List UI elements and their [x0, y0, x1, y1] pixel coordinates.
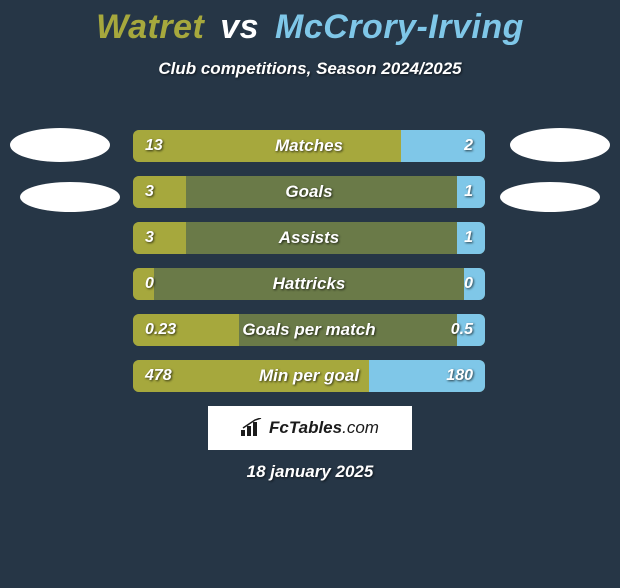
stat-row: 13 2 Matches: [133, 130, 485, 162]
subtitle: Club competitions, Season 2024/2025: [0, 59, 620, 79]
stat-fill-left: [133, 176, 186, 208]
stat-value-left: 478: [145, 367, 172, 385]
stat-label: Matches: [275, 136, 343, 156]
stat-value-right: 0: [464, 275, 473, 293]
stat-fill-left: [133, 222, 186, 254]
stat-row: 0 0 Hattricks: [133, 268, 485, 300]
player1-badge-bottom: [20, 182, 120, 212]
player2-name: McCrory-Irving: [275, 8, 524, 46]
bar-chart-icon: [241, 418, 263, 438]
stat-value-right: 1: [464, 183, 473, 201]
stat-label: Hattricks: [273, 274, 346, 294]
comparison-title: Watret vs McCrory-Irving: [0, 8, 620, 47]
stat-value-left: 13: [145, 137, 163, 155]
stat-label: Goals: [285, 182, 332, 202]
brand-text: FcTables.com: [269, 418, 379, 438]
stat-label: Min per goal: [259, 366, 359, 386]
brand-logo-box: FcTables.com: [208, 406, 412, 450]
stat-bars: 13 2 Matches 3 1 Goals 3 1 Assists 0 0 Hattricks 0.2…: [133, 130, 485, 406]
vs-label: vs: [220, 8, 259, 46]
stat-row: 3 1 Assists: [133, 222, 485, 254]
stat-value-right: 0.5: [451, 321, 473, 339]
brand-suffix: .com: [342, 418, 379, 437]
stat-value-left: 3: [145, 183, 154, 201]
stat-value-left: 3: [145, 229, 154, 247]
stat-fill-left: [133, 130, 401, 162]
player2-badge-top: [510, 128, 610, 162]
stat-row: 3 1 Goals: [133, 176, 485, 208]
stat-value-right: 2: [464, 137, 473, 155]
stat-row: 0.23 0.5 Goals per match: [133, 314, 485, 346]
stat-value-right: 1: [464, 229, 473, 247]
stat-value-left: 0: [145, 275, 154, 293]
stat-label: Assists: [279, 228, 339, 248]
date-label: 18 january 2025: [247, 462, 374, 482]
stat-label: Goals per match: [242, 320, 375, 340]
stat-row: 478 180 Min per goal: [133, 360, 485, 392]
stat-value-right: 180: [446, 367, 473, 385]
brand-main: FcTables: [269, 418, 342, 437]
player1-name: Watret: [96, 8, 204, 46]
player2-badge-bottom: [500, 182, 600, 212]
player1-badge-top: [10, 128, 110, 162]
stat-value-left: 0.23: [145, 321, 176, 339]
